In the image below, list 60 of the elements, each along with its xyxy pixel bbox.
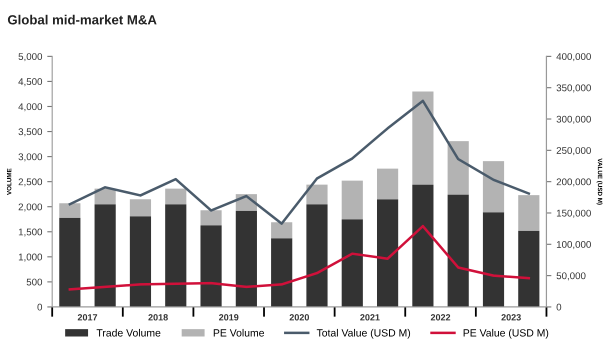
y2-tick-label: 0 [556, 304, 562, 311]
y-tick-label: 2,000 [18, 203, 42, 212]
y-tick-label: 3,500 [18, 128, 42, 136]
bar [200, 210, 222, 226]
y-tick-label: 5,000 [18, 53, 42, 62]
bar [412, 184, 434, 307]
bar [342, 219, 363, 307]
bar [448, 194, 469, 307]
bar [482, 161, 504, 212]
legend-label: PE Volume [214, 328, 264, 337]
legend-label: Trade Volume [96, 328, 160, 337]
y2-tick-label: 400,000 [556, 53, 591, 62]
bar [518, 230, 540, 307]
x-tick-label: 2019 [218, 314, 238, 321]
bar [271, 238, 292, 307]
y-tick-label: 0 [37, 304, 42, 311]
x-tick-label: 2020 [290, 314, 309, 321]
bar [306, 204, 328, 307]
bar [448, 141, 469, 195]
bar [271, 222, 292, 238]
x-tick-label: 2023 [501, 314, 521, 321]
y-tick-label: 4,500 [18, 78, 42, 86]
bar [200, 225, 222, 307]
bar [130, 216, 152, 307]
legend-label: Total Value (USD M) [316, 328, 410, 339]
y2-tick-label: 50,000 [556, 272, 586, 280]
y-tick-label: 3,000 [18, 153, 42, 162]
x-tick-label: 2022 [430, 314, 450, 321]
bar [306, 184, 328, 204]
bar [518, 195, 540, 231]
bar [165, 188, 186, 204]
x-tick-label: 2017 [78, 314, 98, 321]
legend-label: PE Value (USD M) [464, 328, 548, 339]
bar [59, 203, 80, 218]
y2-tick-label: 150,000 [556, 210, 591, 218]
y2-tick-label: 200,000 [556, 178, 591, 186]
line-series [68, 224, 530, 291]
bar [342, 180, 363, 220]
bar [165, 204, 186, 307]
y2-tick-label: 100,000 [556, 241, 591, 250]
bar [482, 212, 504, 307]
y2-tick-label: 250,000 [556, 147, 591, 156]
bar [130, 199, 152, 216]
chart-title: Global mid-market M&A [8, 14, 157, 24]
line-series [68, 100, 530, 225]
bar [412, 91, 434, 185]
x-tick-label: 2021 [360, 314, 380, 321]
y2-tick-label: 300,000 [556, 116, 591, 124]
bar [94, 204, 116, 307]
bar [59, 218, 80, 307]
x-tick-label: 2018 [148, 314, 168, 321]
y-tick-label: 1,000 [18, 254, 42, 262]
bar [376, 168, 398, 200]
bar [236, 210, 257, 307]
y-tick-label: 500 [26, 278, 42, 286]
bar [376, 199, 398, 307]
y-tick-label: 2,500 [18, 178, 42, 186]
y-tick-label: 4,000 [18, 103, 42, 112]
y2-tick-label: 350,000 [556, 84, 591, 92]
y-tick-label: 1,500 [18, 228, 42, 237]
